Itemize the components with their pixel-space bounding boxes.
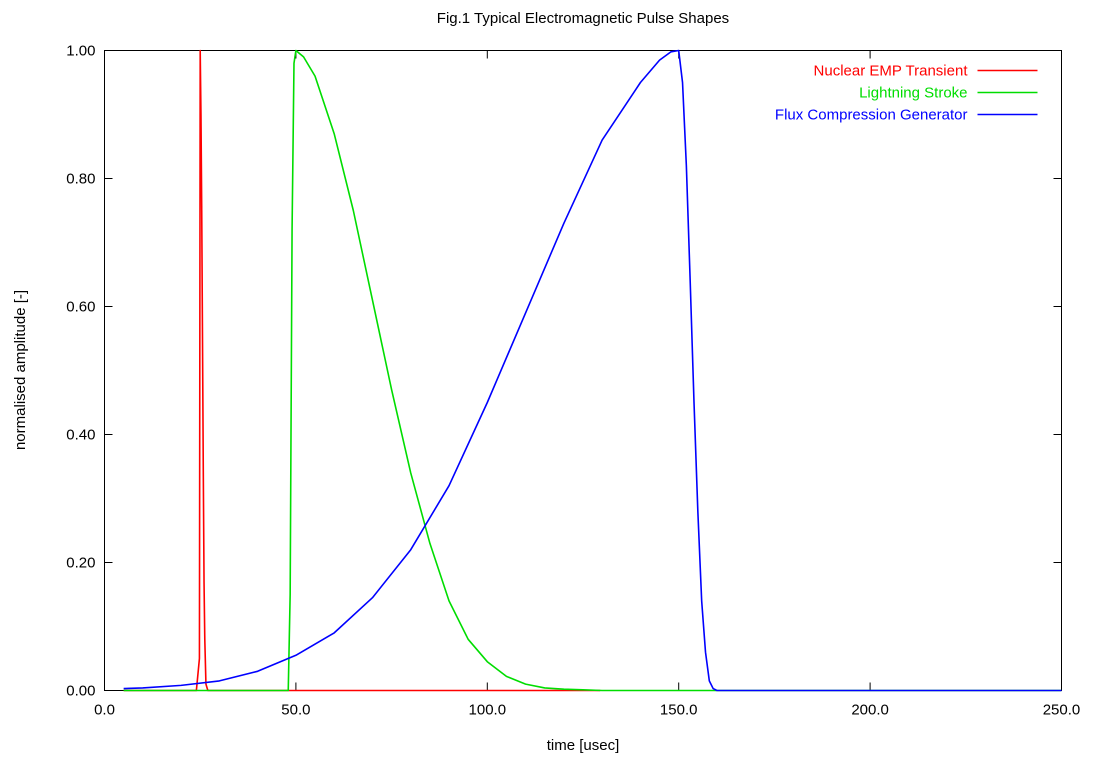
y-tick-label: 0.80 <box>66 171 95 188</box>
y-tick-label: 1.00 <box>66 43 95 60</box>
series-line-1 <box>123 49 601 692</box>
y-tick-label: 0.40 <box>66 427 95 444</box>
plot-frame <box>104 50 1062 691</box>
legend: Nuclear EMP Transient Lightning Stroke Flu… <box>775 63 1038 124</box>
chart-title: Fig.1 Typical Electromagnetic Pulse Shap… <box>437 10 729 27</box>
series-line-2 <box>123 49 1062 692</box>
x-tick-label: 150.0 <box>660 702 698 719</box>
x-tick-label: 50.0 <box>281 702 310 719</box>
series-lines <box>123 49 1062 692</box>
x-tick-label: 100.0 <box>469 702 507 719</box>
x-tick-label: 250.0 <box>1043 702 1081 719</box>
legend-label: Lightning Stroke <box>859 85 967 102</box>
y-axis: 0.00 0.20 0.40 0.60 0.80 1.00 <box>66 43 1062 700</box>
y-axis-label: normalised amplitude [-] <box>12 290 29 450</box>
x-tick-label: 0.0 <box>94 702 115 719</box>
x-tick-label: 200.0 <box>851 702 889 719</box>
y-tick-label: 0.00 <box>66 683 95 700</box>
legend-label: Nuclear EMP Transient <box>814 63 969 80</box>
x-axis: 0.0 50.0 100.0 150.0 200.0 250.0 <box>94 50 1081 719</box>
y-tick-label: 0.60 <box>66 299 95 316</box>
series-line-3 <box>123 49 1062 692</box>
legend-label: Flux Compression Generator <box>775 107 968 124</box>
x-axis-label: time [usec] <box>547 737 620 754</box>
y-tick-label: 0.20 <box>66 555 95 572</box>
